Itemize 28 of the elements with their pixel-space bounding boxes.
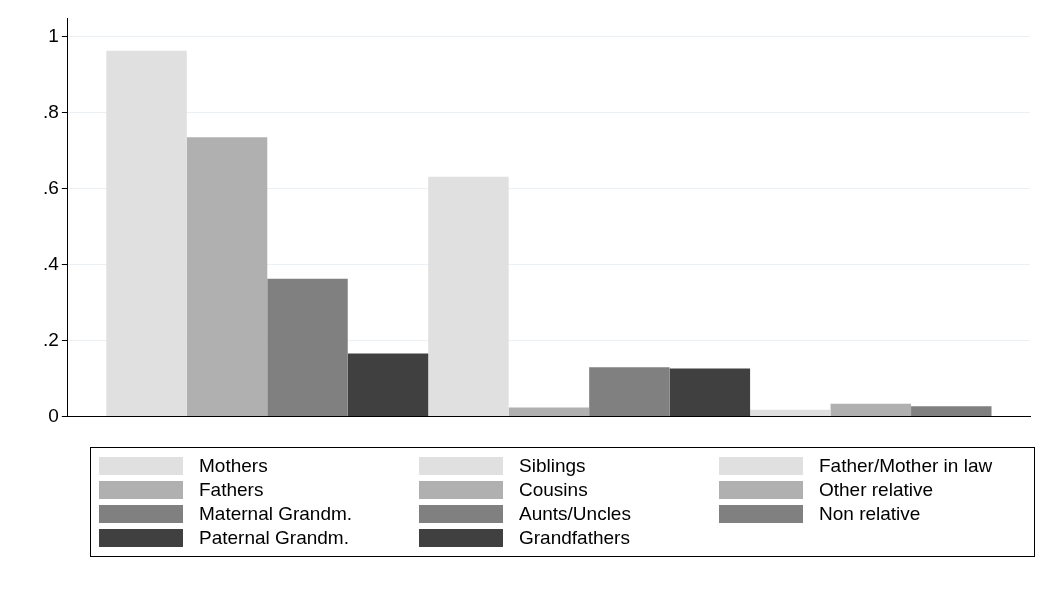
bar (428, 176, 509, 417)
legend-label: Grandfathers (519, 527, 630, 549)
legend-label: Aunts/Uncles (519, 503, 631, 525)
legend-label: Fathers (199, 479, 264, 501)
y-tick-label: .2 (42, 328, 59, 350)
bar (186, 137, 268, 417)
legend-label: Mothers (199, 455, 268, 477)
y-tick-label: .6 (42, 177, 59, 199)
legend-label: Other relative (819, 479, 934, 501)
legend-label: Cousins (519, 479, 588, 501)
bar (669, 368, 751, 417)
bar (508, 407, 590, 417)
bar (750, 409, 831, 417)
y-tick-label: .8 (42, 101, 59, 123)
bar (589, 367, 670, 417)
bar (911, 406, 992, 417)
legend-label: Father/Mother in law (819, 455, 993, 477)
legend-label: Paternal Grandm. (199, 527, 349, 549)
bar (830, 403, 912, 417)
bar (267, 278, 348, 417)
y-tick-label: .4 (42, 252, 60, 274)
legend-label: Siblings (519, 455, 586, 477)
y-tick-label: 0 (48, 404, 59, 426)
bar (106, 50, 187, 417)
bar (347, 353, 429, 417)
legend-label: Non relative (819, 503, 921, 525)
y-tick-label: 1 (48, 25, 59, 47)
legend-label: Maternal Grandm. (199, 503, 353, 525)
